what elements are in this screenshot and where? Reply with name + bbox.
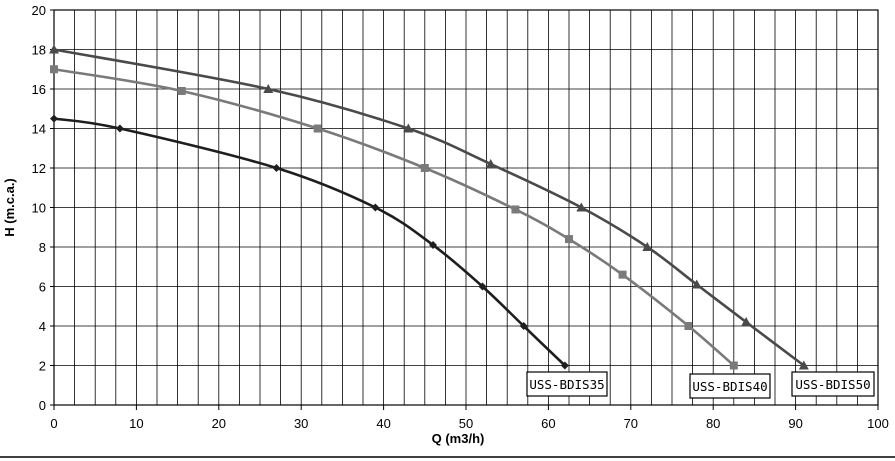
data-point-uss-bdis40 bbox=[511, 205, 520, 214]
data-point-uss-bdis50 bbox=[741, 317, 752, 327]
data-point-uss-bdis35 bbox=[478, 282, 487, 291]
series-label-uss-bdis40: USS-BDIS40 bbox=[692, 379, 767, 394]
y-tick-label: 12 bbox=[32, 161, 46, 176]
y-axis-ticks: 0 2 4 6 8 10 12 14 16 18 20 bbox=[32, 3, 54, 413]
data-point-uss-bdis35 bbox=[50, 114, 58, 123]
y-tick-label: 16 bbox=[32, 82, 46, 97]
data-point-uss-bdis40 bbox=[420, 164, 429, 172]
data-point-uss-bdis35 bbox=[371, 203, 380, 212]
series-label-box-uss-bdis35 bbox=[526, 371, 608, 397]
y-tick-label: 14 bbox=[32, 122, 46, 137]
series-group bbox=[49, 44, 809, 370]
data-point-uss-bdis50 bbox=[403, 123, 414, 133]
x-tick-label: 100 bbox=[867, 416, 889, 431]
series-label-box-uss-bdis40 bbox=[689, 373, 771, 399]
data-point-uss-bdis50 bbox=[691, 279, 702, 289]
y-tick-label: 20 bbox=[32, 3, 46, 18]
y-axis-title: H (m.c.a.) bbox=[2, 178, 17, 237]
series-label-box-uss-bdis50 bbox=[791, 371, 875, 397]
data-point-uss-bdis50 bbox=[642, 242, 653, 251]
x-tick-label: 70 bbox=[624, 416, 638, 431]
x-tick-label: 0 bbox=[50, 416, 57, 431]
data-point-uss-bdis40 bbox=[313, 124, 322, 133]
y-tick-label: 18 bbox=[32, 43, 46, 58]
data-point-uss-bdis40 bbox=[729, 361, 738, 370]
x-tick-label: 90 bbox=[788, 416, 802, 431]
y-tick-label: 6 bbox=[39, 280, 46, 295]
series-labels: USS-BDIS35 USS-BDIS40 USS-BDIS50 bbox=[526, 371, 875, 399]
y-tick-label: 4 bbox=[39, 319, 46, 334]
series-line-uss-bdis40 bbox=[52, 67, 736, 367]
data-point-uss-bdis50 bbox=[49, 44, 59, 54]
data-point-uss-bdis40 bbox=[177, 86, 186, 95]
data-point-uss-bdis50 bbox=[576, 202, 587, 212]
data-point-uss-bdis40 bbox=[565, 235, 573, 244]
x-tick-label: 10 bbox=[129, 416, 143, 431]
series-label-uss-bdis50: USS-BDIS50 bbox=[795, 377, 870, 392]
x-tick-label: 40 bbox=[376, 416, 390, 431]
data-point-uss-bdis40 bbox=[618, 270, 627, 279]
x-tick-label: 30 bbox=[294, 416, 308, 431]
data-point-uss-bdis35 bbox=[272, 164, 281, 172]
x-axis-ticks: 0 10 20 30 40 50 60 70 80 90 100 bbox=[50, 405, 889, 431]
data-point-uss-bdis40 bbox=[684, 322, 693, 330]
data-point-uss-bdis35 bbox=[115, 124, 124, 133]
x-tick-label: 60 bbox=[541, 416, 555, 431]
x-tick-label: 50 bbox=[459, 416, 473, 431]
data-point-uss-bdis35 bbox=[519, 322, 528, 330]
data-point-uss-bdis40 bbox=[50, 65, 58, 74]
y-tick-label: 8 bbox=[39, 240, 46, 255]
data-point-uss-bdis50 bbox=[263, 84, 274, 93]
series-line-uss-bdis35 bbox=[52, 117, 567, 367]
y-tick-label: 2 bbox=[39, 359, 46, 374]
grid-lines bbox=[53, 9, 879, 406]
x-tick-label: 20 bbox=[212, 416, 226, 431]
x-axis-title: Q (m3/h) bbox=[432, 431, 485, 446]
y-tick-label: 0 bbox=[39, 398, 46, 413]
data-point-uss-bdis35 bbox=[429, 241, 438, 250]
series-label-uss-bdis35: USS-BDIS35 bbox=[529, 377, 604, 392]
data-point-uss-bdis50 bbox=[485, 159, 496, 169]
data-point-uss-bdis35 bbox=[560, 361, 569, 370]
data-point-uss-bdis50 bbox=[798, 360, 809, 370]
y-tick-label: 10 bbox=[32, 201, 46, 216]
x-tick-label: 80 bbox=[706, 416, 720, 431]
